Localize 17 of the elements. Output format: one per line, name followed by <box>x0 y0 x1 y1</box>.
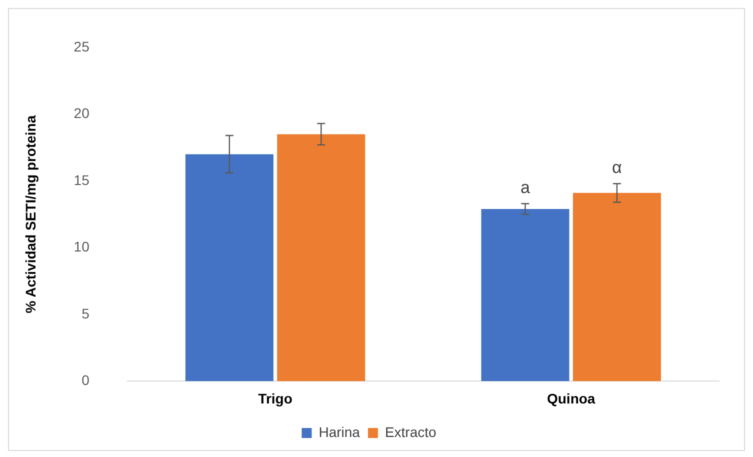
y-axis-title: % Actividad SETI/mg proteina <box>22 115 38 314</box>
y-tick-label: 10 <box>74 238 90 255</box>
legend-label: Harina <box>318 424 360 440</box>
bar <box>277 134 366 382</box>
bar <box>185 154 274 382</box>
legend-label: Extracto <box>384 424 437 440</box>
y-tick-label: 0 <box>82 372 90 388</box>
bar <box>572 192 661 382</box>
y-tick-label: 5 <box>82 305 90 322</box>
x-tick-label: Quinoa <box>546 390 596 406</box>
x-tick-label: Trigo <box>258 390 292 406</box>
annotation: α <box>612 158 622 177</box>
y-tick-label: 25 <box>74 38 90 54</box>
annotation: a <box>520 178 531 197</box>
y-tick-label: 20 <box>74 105 90 122</box>
y-tick-label: 15 <box>74 172 90 188</box>
bar <box>481 208 570 382</box>
